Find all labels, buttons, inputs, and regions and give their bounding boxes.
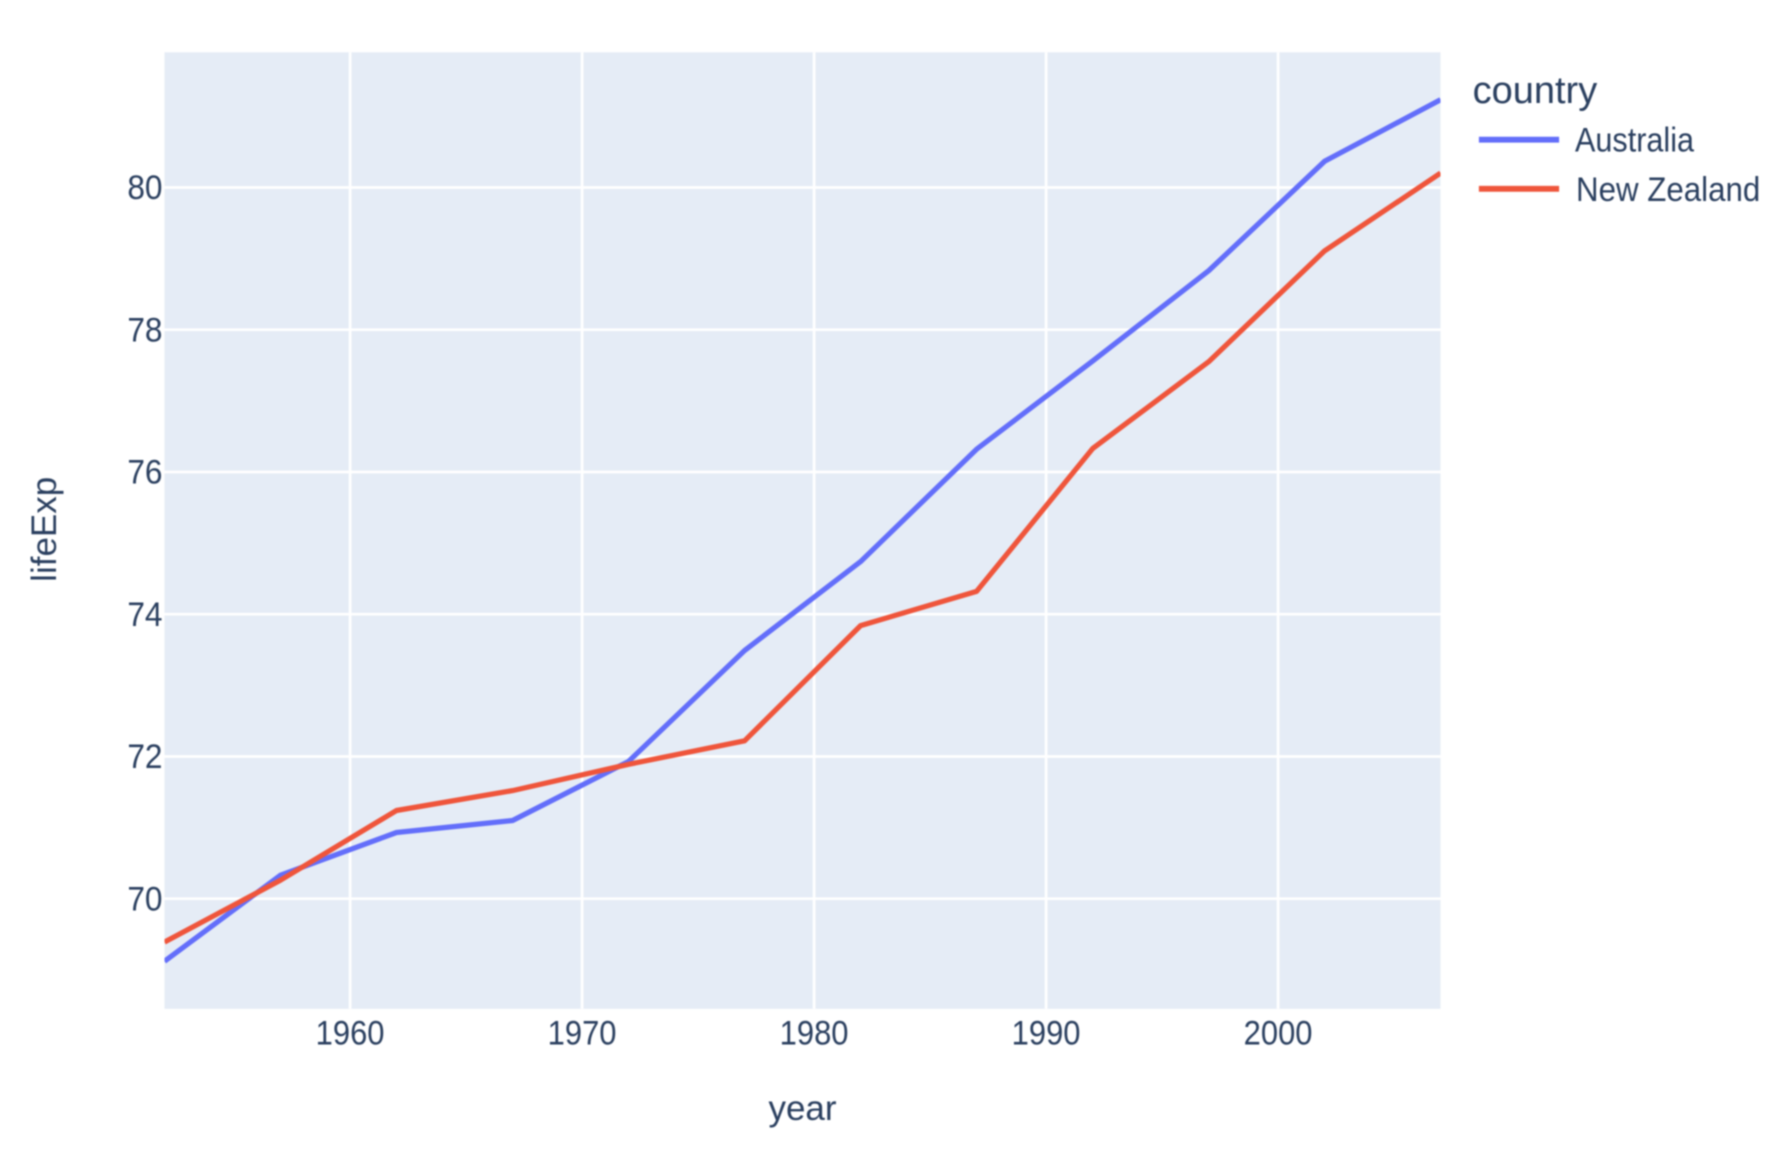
svg-text:78: 78 [127, 310, 162, 348]
svg-text:74: 74 [127, 595, 162, 633]
svg-text:country: country [1473, 70, 1598, 112]
svg-text:80: 80 [127, 168, 162, 206]
svg-text:1970: 1970 [548, 1014, 617, 1052]
svg-text:70: 70 [127, 879, 162, 917]
svg-text:New Zealand: New Zealand [1576, 170, 1760, 209]
svg-text:76: 76 [127, 453, 162, 491]
svg-text:year: year [768, 1089, 836, 1128]
svg-text:1990: 1990 [1012, 1014, 1081, 1052]
svg-text:Australia: Australia [1575, 121, 1694, 159]
svg-text:72: 72 [127, 737, 162, 775]
svg-text:lifeExp: lifeExp [25, 477, 64, 582]
svg-text:2000: 2000 [1244, 1014, 1313, 1052]
svg-text:1960: 1960 [316, 1014, 385, 1052]
svg-text:1980: 1980 [780, 1014, 849, 1052]
